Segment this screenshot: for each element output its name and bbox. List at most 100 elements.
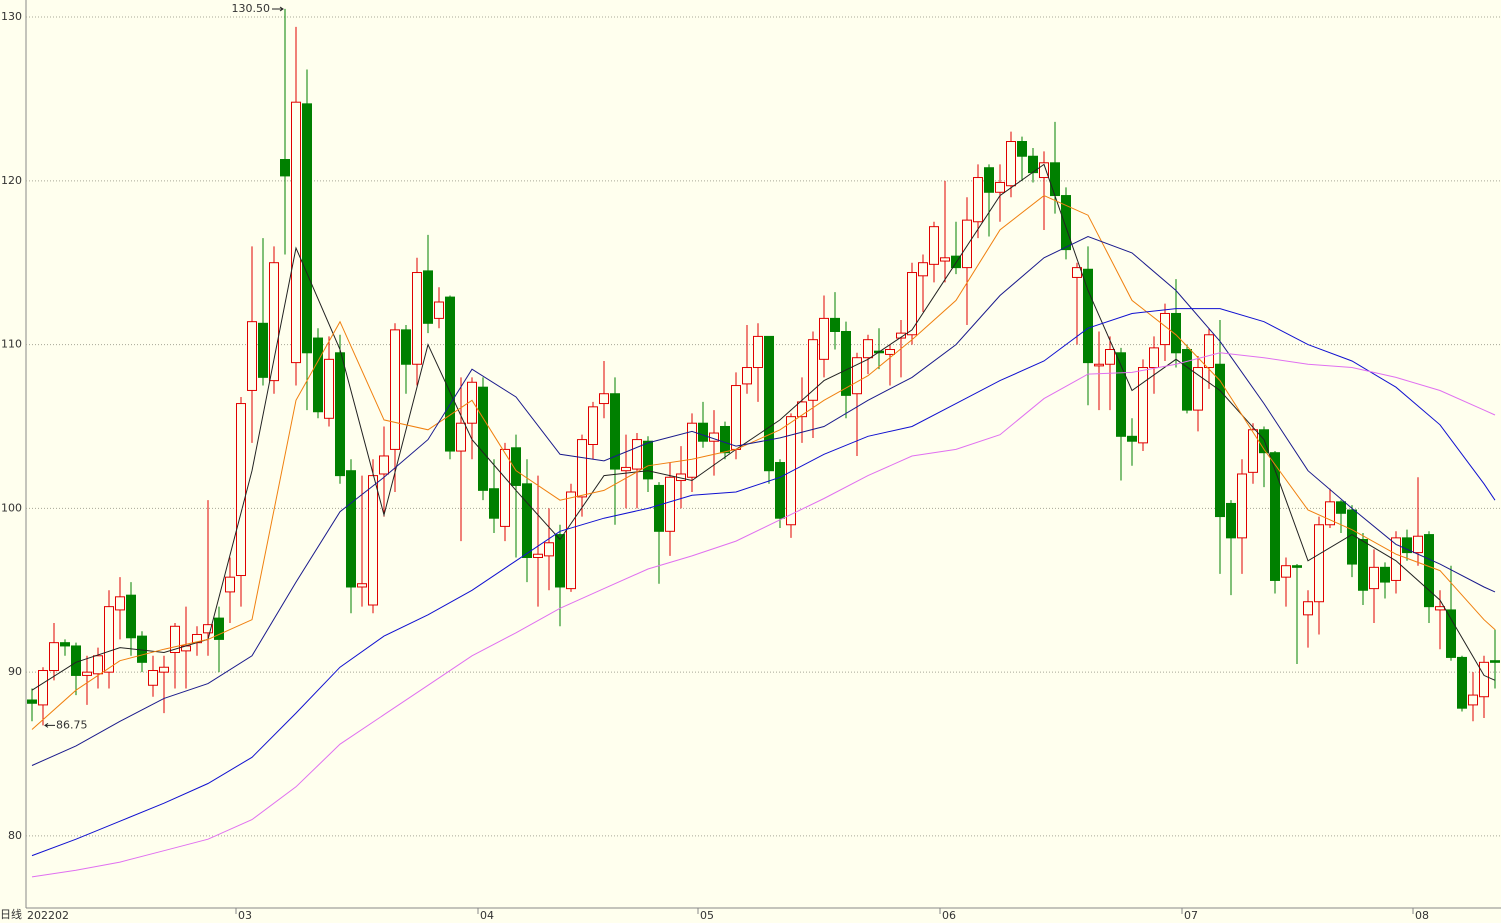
candle-body	[236, 403, 246, 577]
candle-body	[93, 655, 103, 675]
candle-body	[1193, 367, 1203, 411]
candle-body	[742, 367, 752, 385]
y-tick-label: 110	[1, 338, 22, 351]
annotation-arrow	[272, 6, 284, 12]
candle-body	[1237, 473, 1247, 539]
candle-body	[1303, 601, 1313, 616]
candle-body	[1336, 501, 1346, 514]
candle-body	[170, 625, 180, 654]
candle-body	[1094, 363, 1104, 367]
x-tick-label: 202202	[27, 909, 69, 922]
candle-body	[302, 103, 312, 354]
candle-body	[544, 542, 554, 557]
candle-body	[324, 358, 334, 419]
candle-body	[1270, 452, 1280, 581]
candle-body	[995, 181, 1005, 193]
candle-body	[1138, 367, 1148, 444]
candle-body	[1149, 347, 1159, 369]
candle-body	[533, 553, 543, 559]
candle-body	[907, 272, 917, 336]
candle-body	[566, 491, 576, 590]
candle-body	[1281, 565, 1291, 578]
candle-body	[203, 624, 213, 634]
candle-body	[1369, 566, 1379, 590]
candle-body	[1457, 656, 1467, 709]
candle-body	[588, 406, 598, 446]
candle-body	[687, 422, 697, 478]
candle-body	[808, 339, 818, 401]
candle-body	[357, 583, 367, 588]
candle-body	[379, 455, 389, 475]
candle-body	[1314, 524, 1324, 603]
candle-body	[456, 422, 466, 452]
candle-body	[1380, 566, 1390, 583]
candle-body	[159, 666, 169, 673]
candle-body	[654, 484, 664, 532]
candle-body	[38, 670, 48, 706]
candle-body	[126, 594, 136, 639]
candle-body	[115, 596, 125, 611]
candle-body	[1292, 565, 1302, 568]
candle-body	[764, 335, 774, 472]
candle-body	[984, 167, 994, 193]
candle-body	[1325, 501, 1335, 526]
candle-body	[973, 177, 983, 223]
moving-average-line	[31, 195, 1496, 730]
candle-body	[643, 440, 653, 480]
candle-body	[522, 483, 532, 559]
candle-body	[1402, 537, 1412, 554]
candle-body	[1171, 312, 1181, 354]
annotation-arrow	[44, 722, 55, 728]
candle-body	[775, 462, 785, 519]
candle-body	[247, 321, 257, 391]
candle-body	[258, 322, 268, 378]
candle-body	[621, 466, 631, 472]
annotation-label: 130.50	[232, 2, 271, 15]
candle-body	[434, 301, 444, 319]
candle-body	[885, 349, 895, 355]
x-tick-label: 07	[1184, 909, 1198, 922]
candle-body	[368, 475, 378, 606]
y-tick-label: 130	[1, 10, 22, 23]
candle-body	[1105, 349, 1115, 365]
candle-body	[929, 226, 939, 265]
x-tick-label: 08	[1415, 909, 1429, 922]
candle-body	[1215, 363, 1225, 518]
candle-body	[599, 393, 609, 405]
candle-body	[896, 332, 906, 339]
moving-average-line	[31, 352, 1496, 878]
candle-body	[346, 470, 356, 588]
candle-body	[940, 257, 950, 262]
candle-body	[1435, 606, 1445, 611]
candle-body	[1116, 352, 1126, 437]
candle-body	[280, 159, 290, 177]
candle-body	[1479, 661, 1489, 698]
candle-body	[863, 339, 873, 359]
y-tick-label: 90	[8, 665, 22, 678]
candle-body	[423, 270, 433, 324]
candle-body	[1204, 334, 1214, 369]
candle-body	[786, 416, 796, 526]
candle-body	[1127, 435, 1137, 442]
candle-body	[390, 329, 400, 450]
candle-body	[720, 425, 730, 454]
candle-body	[1413, 535, 1423, 554]
x-tick-label: 05	[700, 909, 714, 922]
candle-body	[49, 642, 59, 672]
candle-body	[577, 439, 587, 498]
candle-body	[632, 439, 642, 470]
candle-body	[214, 617, 224, 640]
candle-body	[852, 357, 862, 395]
candle-body	[71, 645, 81, 676]
candle-body	[1061, 195, 1071, 251]
candle-body	[918, 262, 928, 277]
candle-body	[500, 448, 510, 527]
moving-average-line	[31, 308, 1496, 857]
candle-body	[511, 447, 521, 486]
candle-body	[269, 262, 279, 382]
candle-body	[82, 671, 92, 676]
candle-body	[225, 576, 235, 593]
x-tick-label: 03	[238, 909, 252, 922]
